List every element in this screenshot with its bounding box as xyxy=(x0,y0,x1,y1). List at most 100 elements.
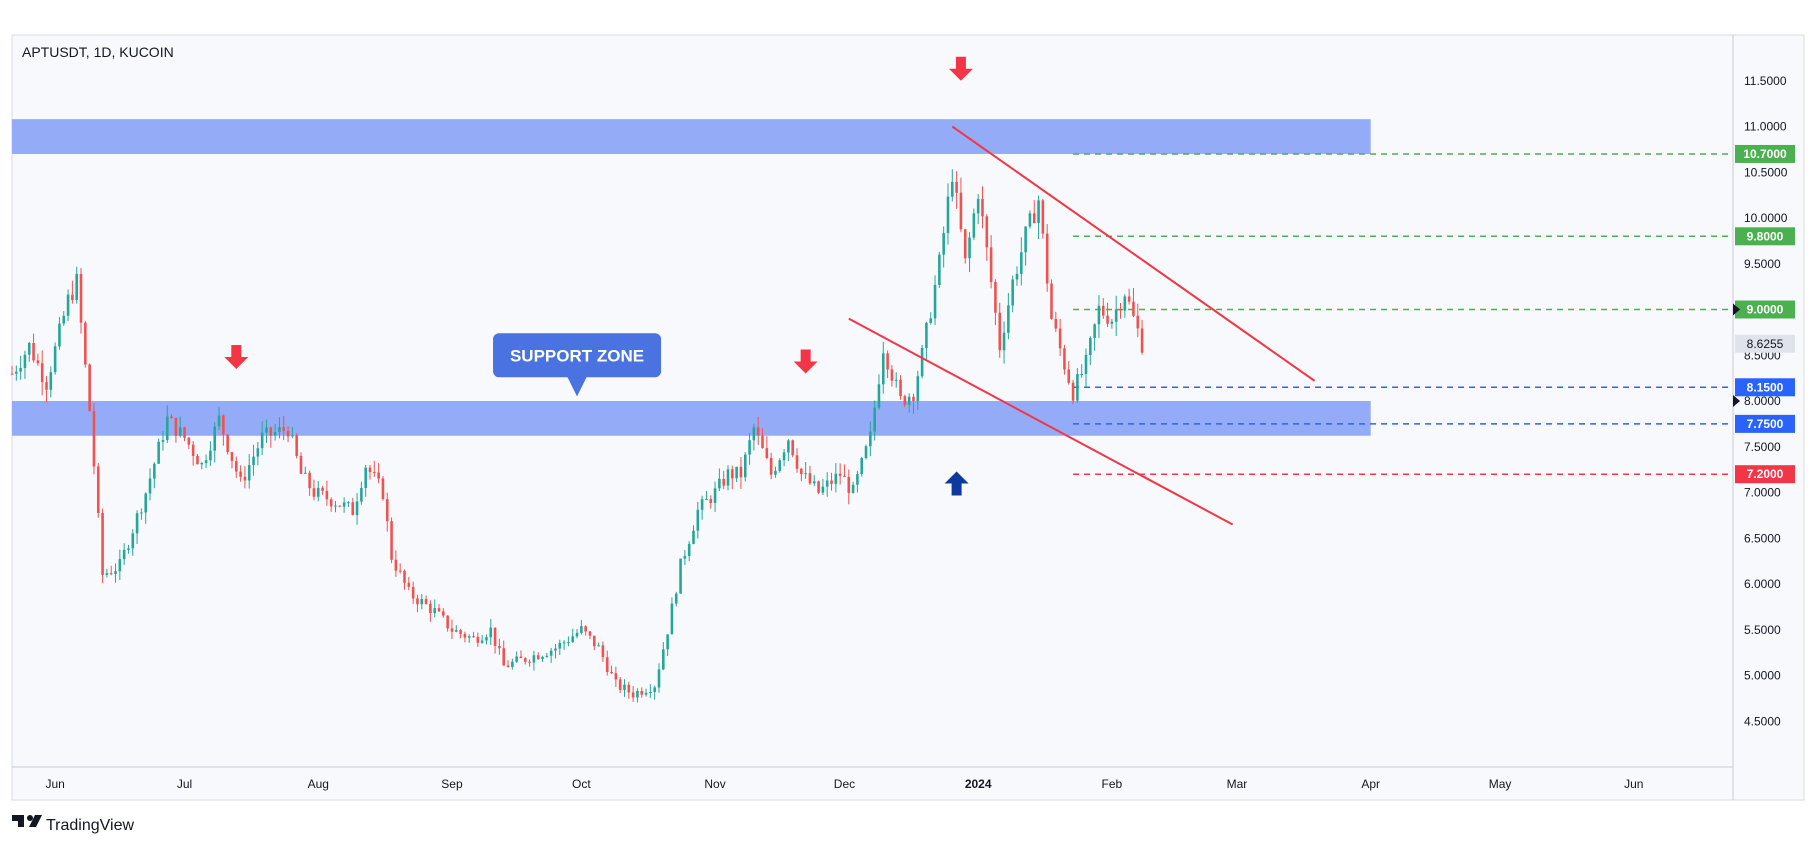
candle-2023-11-16 xyxy=(778,458,782,473)
candle-2023-10-25 xyxy=(683,550,687,566)
candle-2023-12-14 xyxy=(899,375,902,401)
candle-2023-12-28 xyxy=(959,177,963,233)
candle-body xyxy=(454,630,458,632)
candle-2024-01-09 xyxy=(1011,275,1014,313)
candle-2023-06-12 xyxy=(101,508,104,584)
candle-body xyxy=(239,471,242,477)
candle-2023-09-25 xyxy=(554,644,557,659)
candle-body xyxy=(700,499,704,510)
candle-2023-08-02 xyxy=(321,485,324,495)
candle-body xyxy=(15,371,18,374)
candle-body xyxy=(92,411,96,467)
candle-body xyxy=(1110,321,1114,324)
candle-2023-08-14 xyxy=(373,460,376,477)
candle-2024-01-25 xyxy=(1080,364,1083,378)
support-zone-callout-box xyxy=(493,333,662,378)
candle-2023-10-29 xyxy=(700,495,704,520)
candle-body xyxy=(731,469,734,479)
candle-2023-11-28 xyxy=(830,472,833,491)
candle-2024-01-21 xyxy=(1063,344,1066,375)
candle-body xyxy=(381,478,385,500)
candle-2023-10-11 xyxy=(623,679,626,697)
candle-body xyxy=(532,655,536,663)
time-axis[interactable]: Jun Jul Aug Sep Oct Nov Dec 2024 Feb Mar Apr May Jun xyxy=(45,777,1643,791)
candle-body xyxy=(662,649,665,670)
candle-2023-12-25 xyxy=(946,183,950,245)
price-tick-label: 10.0000 xyxy=(1744,211,1788,225)
candle-body xyxy=(252,456,255,466)
candle-2023-08-06 xyxy=(338,505,342,508)
candle-body xyxy=(1114,309,1118,322)
arrows-layer xyxy=(224,56,973,496)
candle-2023-08-17 xyxy=(385,492,389,532)
candle-2023-12-06 xyxy=(864,444,868,460)
candle-body xyxy=(955,181,958,193)
candle-body xyxy=(1037,200,1040,224)
candle-body xyxy=(467,636,471,638)
candle-2023-05-26 xyxy=(27,341,31,362)
candle-body xyxy=(355,501,359,516)
price-tag-box xyxy=(1735,414,1795,433)
candle-body xyxy=(114,571,117,574)
tradingview-logo[interactable]: TradingView xyxy=(12,815,134,834)
candle-2023-12-05 xyxy=(860,456,864,477)
candle-body xyxy=(403,570,406,583)
candle-body xyxy=(761,435,764,449)
time-tick-label: Nov xyxy=(704,777,725,791)
candle-body xyxy=(912,396,915,402)
candle-body xyxy=(916,376,920,402)
candle-2024-01-24 xyxy=(1076,368,1079,404)
candle-body xyxy=(886,353,889,370)
candle-2023-08-10 xyxy=(355,493,359,525)
candle-body xyxy=(472,636,475,638)
candle-2023-09-15 xyxy=(511,658,514,670)
candle-2024-01-11 xyxy=(1020,237,1023,286)
price-tag-box xyxy=(1735,144,1795,163)
candle-2024-02-03 xyxy=(1119,302,1122,319)
candle-2023-07-30 xyxy=(308,470,311,496)
candle-body xyxy=(834,473,838,484)
candle-body xyxy=(523,658,527,662)
candle-2024-02-01 xyxy=(1110,318,1114,329)
candle-body xyxy=(549,650,553,656)
candle-2023-08-27 xyxy=(429,600,432,622)
candle-2023-11-09 xyxy=(748,433,751,465)
candle-body xyxy=(554,648,557,651)
time-tick-label: Jun xyxy=(45,777,64,791)
trendlines-layer xyxy=(848,125,1316,526)
candle-2023-09-07 xyxy=(476,632,480,647)
candle-2023-09-05 xyxy=(467,634,471,643)
candle-2023-07-25 xyxy=(286,426,290,443)
candle-2024-01-27 xyxy=(1089,336,1092,366)
candle-2023-08-28 xyxy=(433,599,436,618)
time-tick-label: Apr xyxy=(1361,777,1380,791)
candle-body xyxy=(765,448,769,458)
candle-2023-11-25 xyxy=(817,480,820,495)
candle-body xyxy=(821,486,825,493)
candle-body xyxy=(226,434,229,453)
candle-2023-09-27 xyxy=(562,640,566,650)
candle-2023-06-05 xyxy=(71,280,74,304)
candle-body xyxy=(558,642,562,649)
price-tick-label: 5.5000 xyxy=(1744,623,1781,637)
candle-body xyxy=(726,469,730,486)
candle-body xyxy=(963,229,967,259)
candle-2024-01-22 xyxy=(1067,361,1071,385)
candle-body xyxy=(580,626,583,633)
candle-body xyxy=(351,502,355,516)
candle-body xyxy=(679,558,682,594)
candle-body xyxy=(739,466,743,478)
candle-body xyxy=(623,684,626,690)
current-price-tag: 8.6255 xyxy=(1735,334,1795,353)
candle-2023-10-17 xyxy=(649,684,652,698)
candle-body xyxy=(502,648,506,666)
candle-body xyxy=(618,679,622,690)
candle-body xyxy=(411,586,415,599)
candle-body xyxy=(429,603,432,614)
price-tick-label: 11.0000 xyxy=(1744,120,1787,134)
candle-body xyxy=(45,382,48,390)
candle-2023-11-27 xyxy=(825,472,829,497)
support-zone xyxy=(12,401,1371,436)
